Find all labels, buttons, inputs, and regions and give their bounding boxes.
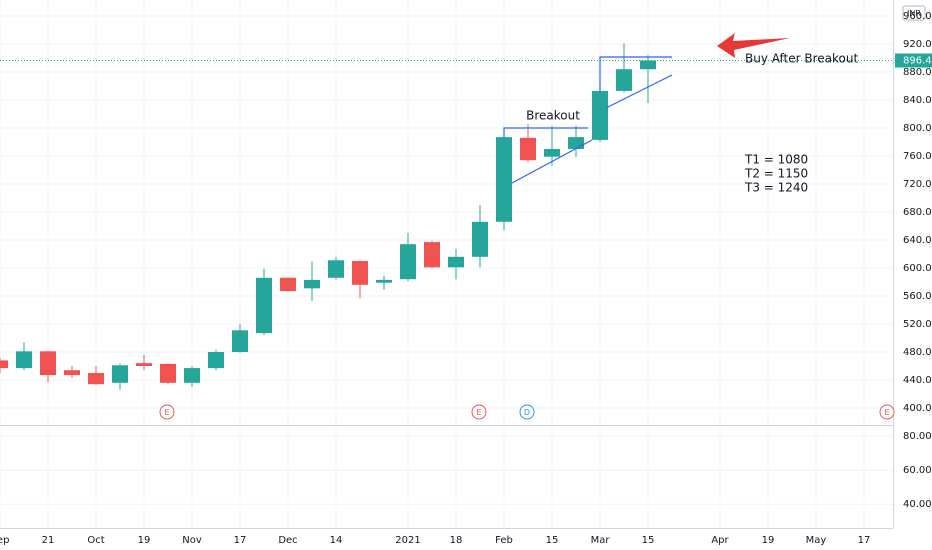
- x-tick-label: 17: [234, 535, 247, 546]
- currency: INR: [907, 9, 921, 18]
- x-tick-label: 21: [42, 535, 55, 546]
- candle-body: [616, 69, 632, 91]
- candle-body: [448, 256, 464, 268]
- candle-body: [424, 242, 440, 268]
- candle-body: [472, 221, 488, 257]
- y-tick-label: 960.00: [903, 11, 932, 22]
- x-tick-label: 15: [642, 535, 655, 546]
- candle-body: [640, 60, 656, 70]
- candle-body: [496, 137, 512, 222]
- y-tick-label: 800.00: [903, 123, 932, 134]
- x-tick-label: 14: [330, 535, 343, 546]
- candle-body: [0, 360, 8, 369]
- candle-body: [376, 279, 392, 283]
- x-tick-label: 18: [450, 535, 463, 546]
- annotation: Buy After Breakout: [745, 52, 858, 66]
- y-tick-label: 920.00: [903, 39, 932, 50]
- x-tick-label: May: [806, 535, 827, 546]
- candle-body: [256, 277, 272, 334]
- breakout-level: [503, 127, 588, 137]
- candle-body: [88, 372, 104, 385]
- candle-body: [328, 260, 344, 278]
- candle-body: [280, 277, 296, 292]
- y-tick-label: 600.00: [903, 263, 932, 274]
- y-tick-label: 560.00: [903, 291, 932, 302]
- x-tick-label: Mar: [591, 535, 611, 546]
- y-tick-label: 880.00: [903, 67, 932, 78]
- x-tick-label: 19: [762, 535, 775, 546]
- last-price-label: 896.45: [903, 56, 932, 67]
- candle-body: [40, 351, 56, 376]
- candle-body: [592, 90, 608, 140]
- candle-body: [400, 244, 416, 280]
- candle-body: [232, 330, 248, 352]
- breakout-level: [599, 56, 672, 91]
- event-marker: [471, 404, 487, 420]
- annotation: Breakout: [526, 109, 580, 123]
- y-tick-label: 680.00: [903, 207, 932, 218]
- candle-body: [184, 368, 200, 383]
- annotation: T2 = 1150: [744, 167, 808, 181]
- y-tick-label: 720.00: [903, 179, 932, 190]
- trendline: [511, 139, 593, 184]
- x-tick-label: Feb: [495, 535, 513, 546]
- event-marker: [159, 404, 175, 420]
- y-tick-label: 640.00: [903, 235, 932, 246]
- x-tick-label: Dec: [278, 535, 297, 546]
- candle-body: [568, 137, 584, 150]
- candle-body: [352, 261, 368, 285]
- x-tick-label: 2021: [395, 535, 420, 546]
- y-tick-label: 80.00: [903, 431, 932, 442]
- arrow: [717, 33, 790, 58]
- candle-body: [16, 351, 32, 369]
- y-tick-label: 840.00: [903, 95, 932, 106]
- annotation: T3 = 1240: [744, 181, 808, 195]
- candle-body: [304, 279, 320, 289]
- event-marker: [879, 404, 895, 420]
- event-label: E: [884, 408, 889, 417]
- candle-body: [64, 370, 80, 376]
- candles: [0, 43, 893, 390]
- x-tick-label: 17: [858, 535, 871, 546]
- drawings: [503, 56, 673, 184]
- y-tick-label: 60.00: [903, 465, 932, 476]
- x-tick-label: Apr: [711, 535, 729, 546]
- candle-body: [160, 363, 176, 383]
- x-tick-label: Nov: [182, 535, 202, 546]
- candle-body: [544, 149, 560, 157]
- event-marker: [519, 404, 535, 420]
- x-tick-label: 19: [138, 535, 151, 546]
- x-tick-label: Oct: [87, 535, 104, 546]
- event-label: E: [164, 408, 169, 417]
- candle-body: [136, 363, 152, 366]
- y-tick-label: 760.00: [903, 151, 932, 162]
- last-price-box: [895, 53, 932, 68]
- y-tick-label: 40.00: [903, 499, 932, 510]
- y-tick-label: 400.00: [903, 403, 932, 414]
- event-label: E: [476, 408, 481, 417]
- annotation: T1 = 1080: [744, 153, 808, 167]
- x-tick-label: 15: [546, 535, 559, 546]
- x-tick-label: Sep: [0, 535, 9, 546]
- candle-body: [520, 137, 536, 161]
- y-tick-label: 440.00: [903, 375, 932, 386]
- candle-body: [112, 365, 128, 383]
- currency-box: [902, 5, 926, 21]
- y-tick-label: 480.00: [903, 347, 932, 358]
- event-label: D: [524, 408, 530, 417]
- candle-body: [208, 351, 224, 369]
- trendline: [605, 74, 673, 109]
- y-tick-label: 520.00: [903, 319, 932, 330]
